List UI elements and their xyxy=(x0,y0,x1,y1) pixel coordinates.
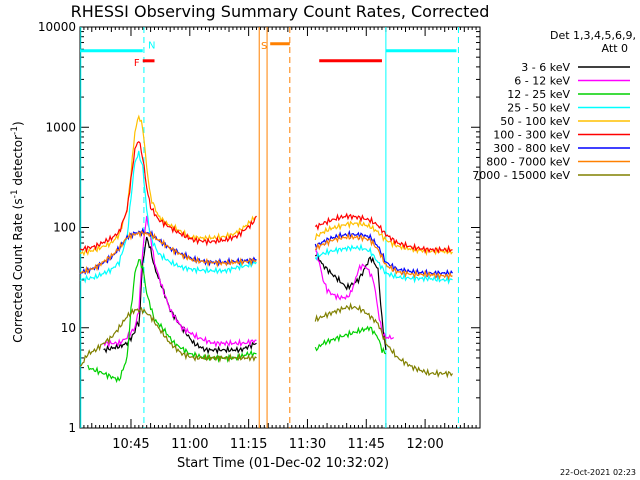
legend-label: 25 - 50 keV xyxy=(507,102,570,115)
series-line-25-50-kev xyxy=(79,150,257,284)
x-tick-label: 11:15 xyxy=(230,437,267,452)
x-tick-label: 11:00 xyxy=(171,437,208,452)
series-line-100-300-kev xyxy=(314,212,453,254)
plot-frame xyxy=(79,26,481,429)
x-axis-label: Start Time (01-Dec-02 10:32:02) xyxy=(177,456,389,471)
series-line-100-300-kev xyxy=(79,141,257,254)
series-line-12-25-kev xyxy=(87,259,257,384)
legend-label: 50 - 100 keV xyxy=(500,115,570,128)
series-line-3-6-kev xyxy=(314,254,387,351)
legend-label: 6 - 12 keV xyxy=(514,75,570,88)
energy-band-series xyxy=(79,114,453,384)
series-line-25-50-kev xyxy=(314,243,453,285)
flag-label: N xyxy=(148,41,155,52)
series-line-800-7000-kev xyxy=(79,230,257,275)
x-tick-label: 11:30 xyxy=(289,437,326,452)
legend-label: 300 - 800 keV xyxy=(493,142,570,155)
legend-label: 800 - 7000 keV xyxy=(486,156,570,169)
series-line-50-100-kev xyxy=(79,114,257,257)
x-tick-label: 12:00 xyxy=(406,437,443,452)
plot-axes: 1 10 100 1000 10000 10:45 11:00 11:15 11:30 11:45… xyxy=(38,20,481,452)
y-tick-label: 10 xyxy=(61,321,76,335)
x-tick-label: 10:45 xyxy=(112,437,149,452)
flag-label: F xyxy=(134,58,140,69)
y-tick-label: 1000 xyxy=(45,120,76,134)
series-line-7000-15000-kev xyxy=(314,302,453,379)
flag-label: S xyxy=(261,41,267,52)
legend-header-line-2: Att 0 xyxy=(602,42,628,55)
legend-label: 100 - 300 keV xyxy=(493,129,570,142)
legend-label: 12 - 25 keV xyxy=(507,88,570,101)
series-line-6-12-kev xyxy=(315,250,395,340)
legend-label: 7000 - 15000 keV xyxy=(472,169,570,182)
y-tick-label: 10000 xyxy=(38,20,76,34)
legend-header-line-1: Det 1,3,4,5,6,9, xyxy=(550,29,636,42)
legend-label: 3 - 6 keV xyxy=(521,61,570,74)
footer-timestamp: 22-Oct-2021 02:23 xyxy=(560,468,636,477)
series-line-12-25-kev xyxy=(314,325,387,355)
series-line-800-7000-kev xyxy=(314,232,453,281)
observing-flags: NF S xyxy=(80,27,459,428)
x-tick-label: 11:45 xyxy=(348,437,385,452)
series-line-7000-15000-kev xyxy=(79,306,257,367)
chart-title: RHESSI Observing Summary Count Rates, Co… xyxy=(71,2,490,21)
y-tick-label: 1 xyxy=(68,421,76,435)
y-tick-label: 100 xyxy=(53,221,76,235)
y-axis-label: Corrected Count Rate (s-1 detector-1) xyxy=(10,121,25,342)
